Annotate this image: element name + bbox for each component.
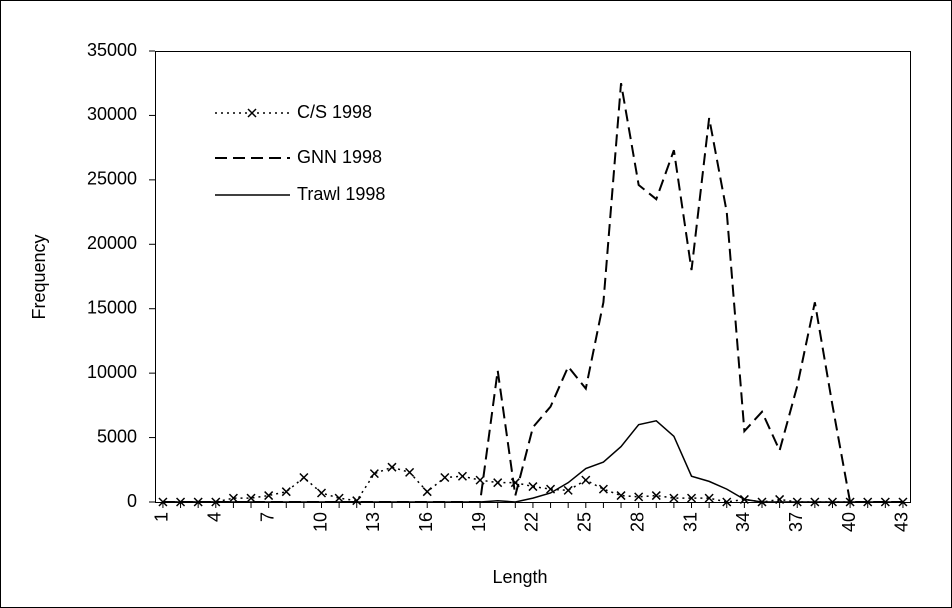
x-tick-label: 37 [786, 512, 806, 532]
data-point [598, 484, 608, 494]
x-tick-label: 7 [257, 512, 277, 522]
x-tick-label: 19 [469, 512, 489, 532]
legend-label: Trawl 1998 [297, 184, 385, 204]
data-point [616, 491, 626, 501]
data-point [634, 492, 644, 502]
x-tick-label: 10 [310, 512, 330, 532]
y-tick-label: 20000 [87, 233, 137, 253]
series-line [162, 420, 903, 503]
y-tick-label: 15000 [87, 297, 137, 317]
x-tick-label: 31 [680, 512, 700, 532]
data-point [316, 488, 327, 498]
x-tick-label: 13 [363, 512, 383, 532]
data-point [457, 471, 467, 481]
data-point [493, 478, 503, 488]
data-point [299, 472, 309, 483]
y-axis-title: Frequency [29, 234, 49, 319]
data-point [669, 493, 679, 503]
data-point [387, 462, 397, 472]
x-tick-label: 34 [733, 512, 753, 532]
data-point [246, 493, 256, 503]
data-point [369, 469, 379, 479]
x-tick-label: 40 [839, 512, 859, 532]
data-point [722, 497, 732, 507]
y-tick-label: 30000 [87, 104, 137, 124]
legend-label: C/S 1998 [297, 102, 372, 122]
data-point [405, 467, 415, 477]
y-tick-label: 35000 [87, 40, 137, 60]
data-point [228, 493, 238, 503]
y-tick-label: 0 [127, 491, 137, 511]
y-tick-label: 25000 [87, 169, 137, 189]
x-tick-label: 22 [522, 512, 542, 532]
data-point [651, 491, 661, 501]
data-point [264, 491, 274, 501]
data-point [334, 493, 344, 503]
x-tick-label: 4 [205, 512, 225, 522]
data-point [686, 493, 697, 503]
data-point [440, 472, 450, 483]
x-tick-label: 43 [892, 512, 912, 532]
data-point [352, 496, 362, 506]
data-point [704, 493, 714, 503]
legend-label: GNN 1998 [297, 147, 382, 167]
y-tick-label: 10000 [87, 362, 137, 382]
x-axis-title: Length [492, 567, 547, 587]
x-tick-label: 28 [627, 512, 647, 532]
legend-marker [247, 108, 257, 118]
x-tick-label: 1 [152, 512, 172, 522]
data-point [281, 487, 291, 497]
data-point [422, 487, 432, 497]
x-tick-label: 25 [575, 512, 595, 532]
y-tick-label: 5000 [97, 426, 137, 446]
data-point [528, 482, 538, 492]
data-point [563, 485, 573, 495]
x-tick-label: 16 [416, 512, 436, 532]
data-point [475, 475, 485, 485]
data-point [581, 475, 591, 485]
